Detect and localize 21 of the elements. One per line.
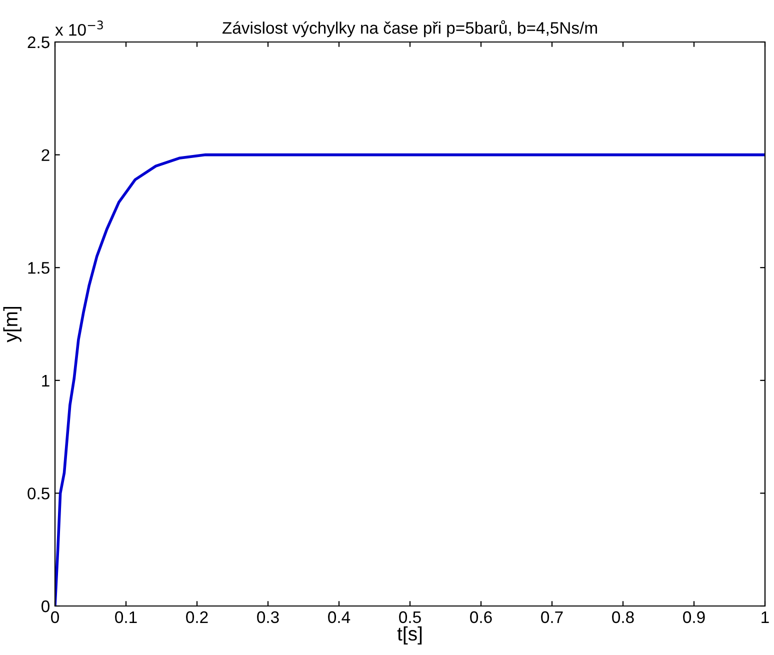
y-tick-label: 0.5 <box>28 488 50 500</box>
y-tick-label: 0 <box>42 600 50 612</box>
x-tick-label: 0.9 <box>683 611 705 624</box>
x-tick-label: 0.7 <box>541 611 563 624</box>
text: x 10$^{−3}$ <box>55 20 103 36</box>
x-tick-label: 0.4 <box>328 611 350 624</box>
chart-title: Závislost výchylky na čase při p=5barů, b=4,5Ns/m <box>222 20 597 38</box>
y-tick-label: 1 <box>42 374 50 386</box>
x-axis-title: t[s] <box>397 626 422 645</box>
x-tick-label: 0.8 <box>612 611 634 624</box>
x-tick-label: 1 <box>762 611 769 623</box>
x-tick-label: 0.1 <box>115 611 137 624</box>
x-tick-label: 0.2 <box>186 611 208 624</box>
x-tick-label: 0.3 <box>257 611 279 624</box>
x-tick-label: 0.5 <box>399 611 421 624</box>
y-tick-label: 2.5 <box>28 36 50 48</box>
y-tick-label: 2 <box>42 149 50 161</box>
x-tick-label: 0.6 <box>470 611 492 624</box>
y-tick-label: 1.5 <box>28 262 50 274</box>
y-axis-title: y[m] <box>3 307 22 342</box>
x-tick-label: 0 <box>51 611 59 624</box>
